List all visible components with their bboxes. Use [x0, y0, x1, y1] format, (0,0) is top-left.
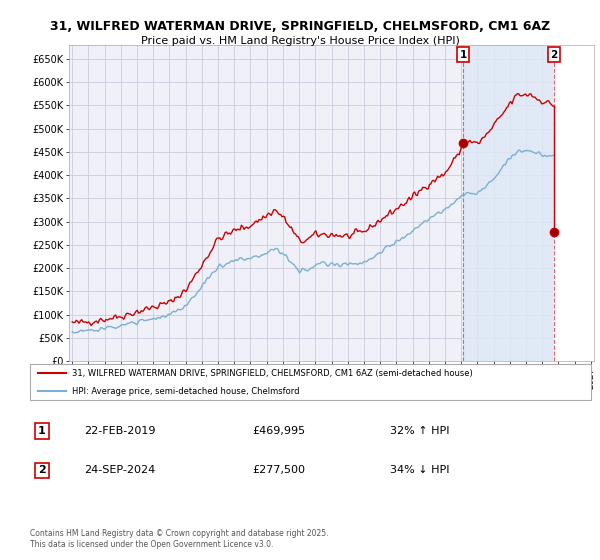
Text: Price paid vs. HM Land Registry's House Price Index (HPI): Price paid vs. HM Land Registry's House … [140, 36, 460, 46]
Text: 24-SEP-2024: 24-SEP-2024 [84, 465, 155, 475]
Text: 31, WILFRED WATERMAN DRIVE, SPRINGFIELD, CHELMSFORD, CM1 6AZ: 31, WILFRED WATERMAN DRIVE, SPRINGFIELD,… [50, 20, 550, 32]
Text: Contains HM Land Registry data © Crown copyright and database right 2025.: Contains HM Land Registry data © Crown c… [30, 529, 329, 538]
Text: 31, WILFRED WATERMAN DRIVE, SPRINGFIELD, CHELMSFORD, CM1 6AZ (semi-detached hous: 31, WILFRED WATERMAN DRIVE, SPRINGFIELD,… [72, 368, 473, 377]
Text: HPI: Average price, semi-detached house, Chelmsford: HPI: Average price, semi-detached house,… [72, 387, 299, 396]
Text: 34% ↓ HPI: 34% ↓ HPI [390, 465, 449, 475]
Text: £469,995: £469,995 [252, 426, 305, 436]
Text: 1: 1 [460, 49, 467, 59]
Text: This data is licensed under the Open Government Licence v3.0.: This data is licensed under the Open Gov… [30, 540, 274, 549]
Text: 32% ↑ HPI: 32% ↑ HPI [390, 426, 449, 436]
Text: 22-FEB-2019: 22-FEB-2019 [84, 426, 155, 436]
Bar [463, 45, 554, 361]
Text: 2: 2 [38, 465, 46, 475]
Text: £277,500: £277,500 [252, 465, 305, 475]
Text: 1: 1 [38, 426, 46, 436]
Text: 2: 2 [550, 49, 557, 59]
FancyBboxPatch shape [30, 364, 591, 400]
Bar [554, 45, 594, 361]
